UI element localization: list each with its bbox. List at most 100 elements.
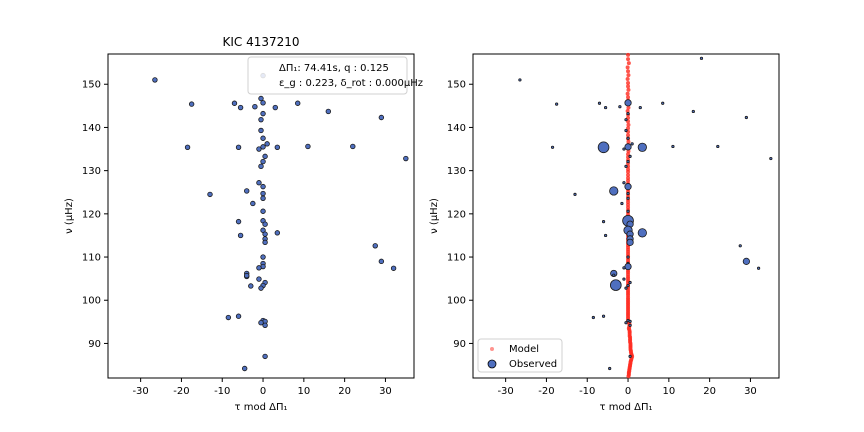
data-point [256,180,262,186]
model-point [626,61,631,66]
data-point [260,183,266,190]
observed-point [550,145,555,149]
data-point [231,100,238,106]
model-point [626,374,631,379]
observed-point [622,266,626,270]
observed-point [624,164,628,168]
observed-point [671,144,675,149]
observed-point [628,354,632,358]
model-point [626,87,631,92]
model-point [626,80,631,85]
data-point [295,100,301,106]
y-axis-label-left: ν (μHz) [64,198,75,234]
y-tick-label: 140 [82,123,101,134]
observed-point [597,141,610,154]
data-point [260,208,266,214]
model-point [626,95,631,100]
chart-panel-right: -30 -20 -10 0 10 20 30 90 100 110 120 130 140 150 τ m… [429,52,780,413]
annotation-line-2: ε_g : 0.223, δ_rot : 0.000μHz [279,78,423,89]
observed-point [624,143,632,151]
data-point [258,95,264,102]
observed-point [622,277,626,281]
observed-point [638,105,642,110]
observed-point [756,266,761,270]
observed-point [624,99,632,107]
observed-point [630,142,634,146]
y-tick-label: 100 [447,296,466,307]
data-point [378,258,385,265]
data-point [235,218,242,225]
model-point [625,109,630,114]
x-tick-label: 30 [744,386,757,397]
y-axis-label-right: ν (μHz) [429,198,440,234]
data-point [184,144,191,151]
model-point [626,139,631,144]
observed-point [626,238,634,246]
y-tick-label: 120 [447,209,466,220]
data-point [237,232,244,239]
observed-point [609,279,622,291]
data-point [260,135,266,141]
observed-point [624,286,628,290]
x-tick-label: -30 [132,386,148,397]
observed-point [624,118,628,122]
model-point [626,57,631,62]
data-point [258,320,264,326]
data-point [262,221,268,227]
y-tick-label: 110 [447,253,466,264]
observed-point [591,315,595,320]
observed-point [622,181,626,185]
data-point [237,104,244,111]
observed-point [612,273,616,277]
y-tick-label: 130 [447,166,466,177]
y-tick-label: 150 [82,80,101,91]
legend: Model Observed [477,338,563,373]
model-point [626,178,631,183]
observed-point [626,159,630,164]
axis-ticks-right: -30 -20 -10 0 10 20 30 90 100 110 120 130 140 150 [447,80,757,397]
observed-point [769,156,773,161]
data-point [378,114,385,121]
observed-point [661,101,665,105]
data-point [258,163,264,170]
legend-marker-observed [487,359,497,369]
observed-point [626,255,630,259]
data-point [260,158,266,165]
observed-point [699,56,704,60]
annotation-box: ΔΠ₁: 74.41s, q : 0.125 ε_g : 0.223, δ_ro… [247,56,423,95]
data-point [248,283,254,289]
observed-point [618,105,622,109]
observed-point [716,144,720,149]
y-tick-label: 140 [447,123,466,134]
data-point [274,230,281,236]
data-point [235,313,242,319]
data-point [250,200,256,207]
model-point [626,169,631,174]
data-point [262,322,268,328]
data-point [241,365,248,372]
data-point [372,243,378,249]
data-point [258,116,264,123]
data-point [262,239,268,246]
observed-point [601,220,606,224]
observed-point [626,112,630,116]
data-point [260,144,266,150]
data-point [262,353,268,360]
y-tick-label: 130 [82,166,101,177]
legend-marker-model [490,347,494,351]
data-point [256,276,262,282]
x-axis-label-right: τ mod ΔΠ₁ [600,402,653,413]
observed-point [628,323,632,327]
data-point [260,195,266,201]
y-tick-label: 90 [453,339,466,350]
x-tick-label: 10 [297,386,310,397]
observed-point [637,228,647,238]
x-axis-label-left: τ mod ΔΠ₁ [235,402,288,413]
data-point [274,144,281,151]
observed-point [601,314,606,318]
data-point [264,141,270,147]
observed-point [626,136,630,140]
observed-point [628,280,632,285]
observed-point [555,102,559,106]
